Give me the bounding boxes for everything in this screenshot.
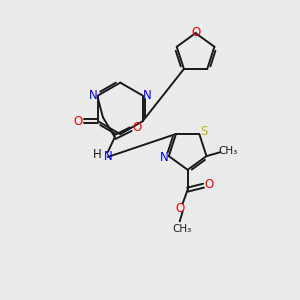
Text: N: N bbox=[103, 150, 112, 164]
Text: CH₃: CH₃ bbox=[219, 146, 238, 156]
Text: N: N bbox=[88, 89, 98, 102]
Text: O: O bbox=[205, 178, 214, 191]
Text: O: O bbox=[74, 115, 83, 128]
Text: O: O bbox=[132, 121, 141, 134]
Text: S: S bbox=[201, 125, 208, 139]
Text: N: N bbox=[160, 151, 168, 164]
Text: O: O bbox=[191, 26, 200, 39]
Text: H: H bbox=[93, 148, 101, 161]
Text: CH₃: CH₃ bbox=[172, 224, 191, 234]
Text: N: N bbox=[143, 89, 152, 102]
Text: O: O bbox=[175, 202, 184, 215]
